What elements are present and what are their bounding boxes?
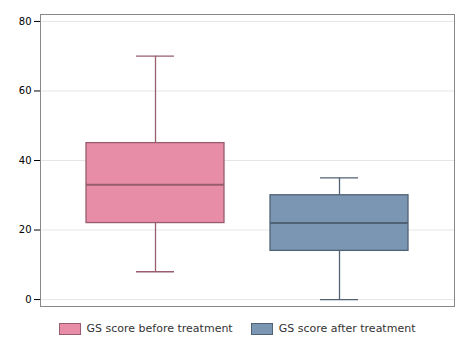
svg-text:20: 20 (19, 224, 32, 235)
html-text:GS score before treatment: GS score before treatment (86, 322, 233, 335)
svg-text:60: 60 (19, 85, 32, 96)
svg-text:0: 0 (25, 294, 31, 305)
svg-text:80: 80 (19, 16, 32, 27)
html-text:GS score after treatment: GS score after treatment (278, 322, 416, 335)
svg-text:40: 40 (19, 155, 32, 166)
